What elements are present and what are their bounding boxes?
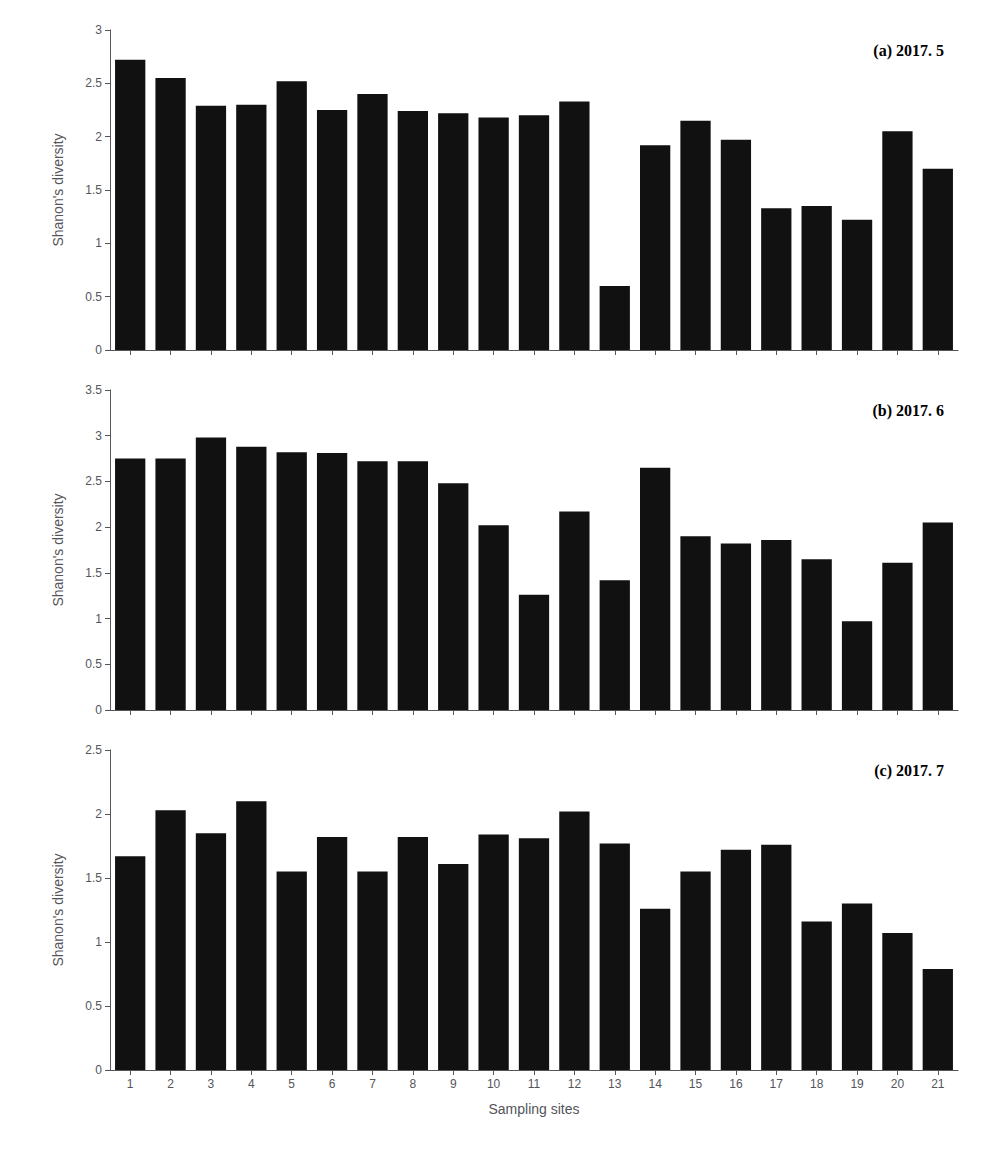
svg-text:0.5: 0.5 [85,290,102,304]
svg-text:0: 0 [95,703,102,717]
svg-text:3: 3 [95,23,102,37]
svg-text:3.5: 3.5 [85,383,102,397]
svg-text:2: 2 [95,520,102,534]
svg-text:Shanon's diversity: Shanon's diversity [50,493,66,606]
svg-text:11: 11 [528,1077,541,1091]
svg-text:14: 14 [648,1077,662,1091]
svg-text:2: 2 [167,1077,174,1091]
svg-text:2.5: 2.5 [85,76,102,90]
svg-text:1: 1 [95,935,102,949]
svg-text:Sampling sites: Sampling sites [488,1101,579,1117]
svg-text:3: 3 [208,1077,215,1091]
svg-text:17: 17 [770,1077,784,1091]
svg-text:0.5: 0.5 [85,657,102,671]
svg-text:13: 13 [608,1077,622,1091]
svg-text:0.5: 0.5 [85,999,102,1013]
svg-text:9: 9 [450,1077,457,1091]
svg-text:12: 12 [568,1077,582,1091]
svg-text:5: 5 [288,1077,295,1091]
svg-text:1.5: 1.5 [85,566,102,580]
svg-text:(c) 2017. 7: (c) 2017. 7 [874,762,944,780]
svg-text:7: 7 [369,1077,376,1091]
svg-text:1: 1 [95,236,102,250]
svg-text:1.5: 1.5 [85,871,102,885]
svg-text:19: 19 [850,1077,864,1091]
svg-text:1.5: 1.5 [85,183,102,197]
svg-text:20: 20 [891,1077,905,1091]
svg-text:6: 6 [329,1077,336,1091]
svg-text:2: 2 [95,807,102,821]
svg-text:1: 1 [127,1077,134,1091]
svg-text:Shanon's diversity: Shanon's diversity [50,133,66,246]
svg-text:2.5: 2.5 [85,474,102,488]
svg-text:0: 0 [95,343,102,357]
svg-text:3: 3 [95,429,102,443]
svg-text:(b) 2017. 6: (b) 2017. 6 [872,402,944,420]
svg-text:0: 0 [95,1063,102,1077]
svg-text:8: 8 [410,1077,417,1091]
svg-text:(a) 2017. 5: (a) 2017. 5 [873,42,944,60]
svg-text:2.5: 2.5 [85,743,102,757]
svg-text:21: 21 [931,1077,945,1091]
svg-text:18: 18 [810,1077,824,1091]
svg-text:Shanon's diversity: Shanon's diversity [50,853,66,966]
svg-text:10: 10 [487,1077,501,1091]
svg-text:1: 1 [95,612,102,626]
svg-text:2: 2 [95,130,102,144]
svg-text:15: 15 [689,1077,703,1091]
svg-text:4: 4 [248,1077,255,1091]
svg-text:16: 16 [729,1077,743,1091]
